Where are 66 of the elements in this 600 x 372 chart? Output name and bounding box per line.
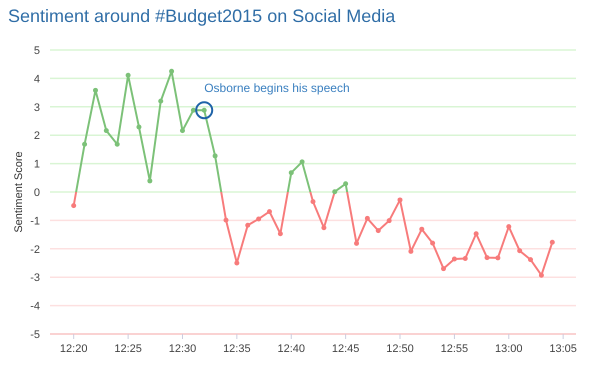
point — [278, 231, 283, 236]
point — [288, 170, 294, 176]
x-tick-label: 12:50 — [386, 343, 414, 355]
x-tick-label: 12:25 — [114, 343, 142, 355]
point — [386, 218, 392, 224]
point — [419, 226, 424, 232]
y-tick-label: 3 — [34, 102, 40, 114]
y-axis-title: Sentiment Score — [13, 151, 25, 233]
point — [104, 128, 109, 134]
point — [190, 108, 196, 113]
y-tick-label: -1 — [30, 215, 40, 228]
y-tick-label: 5 — [34, 45, 40, 57]
x-tick-label: 12:40 — [278, 343, 306, 355]
y-tick-label: -2 — [30, 244, 40, 256]
point — [364, 216, 370, 221]
x-tick-label: 12:35 — [223, 343, 251, 355]
point — [256, 216, 262, 222]
point — [158, 98, 164, 104]
y-tick-label: -5 — [30, 329, 40, 341]
point — [82, 142, 88, 147]
x-tick-label: 12:20 — [60, 343, 88, 355]
point — [245, 222, 250, 228]
y-tick-label: -3 — [30, 272, 40, 284]
y-tick-label: 2 — [34, 130, 40, 142]
point — [495, 255, 500, 260]
y-tick-label: 1 — [34, 158, 40, 171]
point — [266, 209, 272, 214]
point — [408, 248, 414, 254]
chart-title: Sentiment around #Budget2015 on Social Media — [8, 6, 396, 26]
point — [474, 231, 479, 236]
x-tick-label: 12:45 — [332, 343, 360, 355]
annotation: Osborne begins his speech — [204, 81, 350, 96]
point — [376, 228, 381, 234]
point — [484, 255, 490, 260]
point — [538, 272, 544, 278]
point — [343, 181, 348, 186]
point — [441, 266, 446, 272]
point — [430, 240, 436, 246]
y-tick-label: -4 — [30, 300, 40, 313]
point — [126, 72, 131, 78]
point — [397, 197, 402, 202]
point — [234, 260, 240, 266]
point — [310, 199, 316, 204]
x-tick-label: 13:00 — [495, 343, 523, 355]
point — [354, 240, 360, 246]
point — [332, 189, 338, 194]
point — [300, 159, 305, 164]
point — [147, 178, 152, 184]
point — [71, 203, 76, 208]
x-tick-label: 12:55 — [440, 343, 468, 355]
point — [212, 153, 218, 158]
y-tick-label: 0 — [34, 187, 40, 199]
point — [517, 248, 522, 254]
point — [462, 256, 468, 261]
point — [169, 68, 174, 74]
point — [224, 218, 229, 223]
point — [180, 128, 185, 134]
point — [528, 257, 534, 262]
x-tick-label: 13:05 — [549, 343, 577, 355]
point — [550, 240, 555, 245]
point — [92, 88, 98, 93]
point — [114, 142, 120, 147]
y-tick-label: 4 — [34, 73, 40, 86]
point — [452, 256, 457, 262]
point — [136, 124, 142, 130]
x-tick-label: 12:30 — [168, 343, 196, 355]
